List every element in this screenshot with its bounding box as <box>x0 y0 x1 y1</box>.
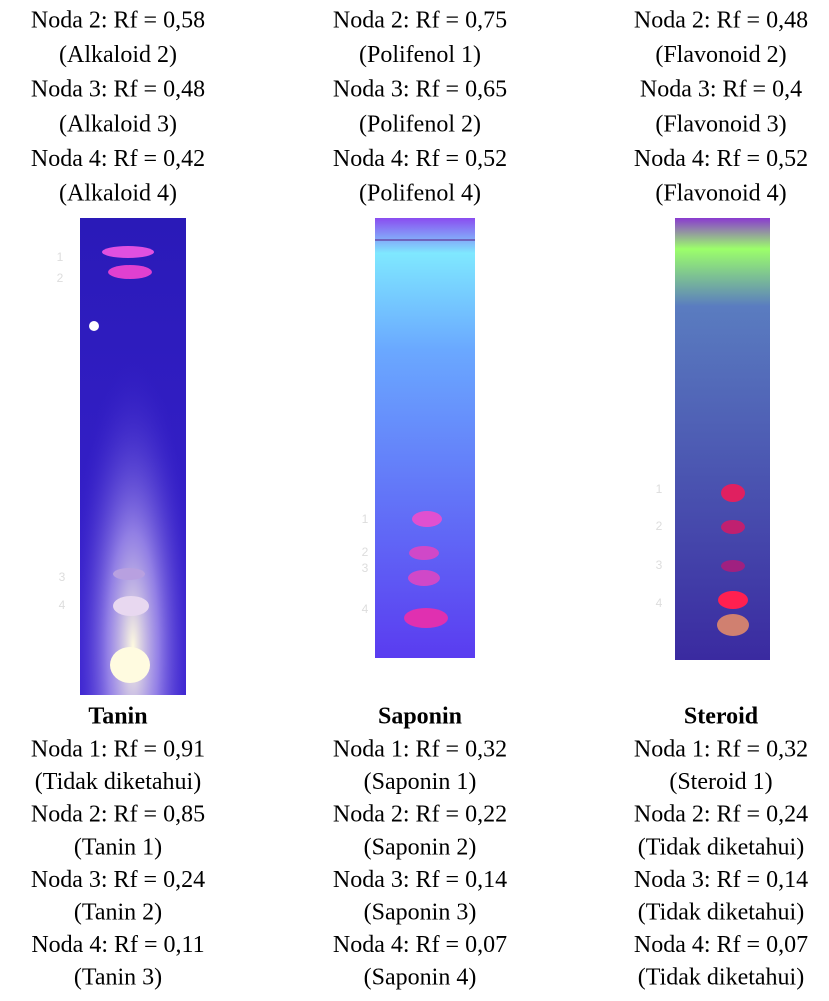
bottom-line: Noda 3: Rf = 0,14 <box>634 867 808 893</box>
top-line: (Flavonoid 2) <box>655 42 786 68</box>
plate-label: 3 <box>656 558 663 572</box>
bottom-line: (Saponin 1) <box>364 769 477 795</box>
bottom-line: Noda 4: Rf = 0,07 <box>634 932 808 958</box>
bottom-line: Noda 1: Rf = 0,32 <box>634 737 808 763</box>
plate-steroid <box>675 218 770 660</box>
bottom-line: (Tidak diketahui) <box>35 769 201 795</box>
bottom-line: Noda 1: Rf = 0,32 <box>333 737 507 763</box>
bottom-line: (Saponin 2) <box>364 834 477 860</box>
plate-label: 4 <box>59 598 66 612</box>
plate-label: 4 <box>362 602 369 616</box>
top-line: (Polifenol 1) <box>359 42 481 68</box>
top-line: Noda 2: Rf = 0,75 <box>333 8 507 34</box>
top-line: Noda 3: Rf = 0,4 <box>640 77 802 103</box>
bottom-line: Noda 2: Rf = 0,85 <box>31 802 205 828</box>
bottom-line: (Tanin 3) <box>74 965 162 991</box>
plate-label: 1 <box>57 250 64 264</box>
bottom-line: (Saponin 3) <box>364 900 477 926</box>
bottom-line: (Tanin 1) <box>74 834 162 860</box>
bottom-line: Noda 3: Rf = 0,14 <box>333 867 507 893</box>
top-line: (Flavonoid 4) <box>655 181 786 207</box>
bottom-line: (Tidak diketahui) <box>638 965 804 991</box>
top-line: (Flavonoid 3) <box>655 111 786 137</box>
plate-label: 2 <box>57 271 64 285</box>
plate-label: 3 <box>362 561 369 575</box>
plate-label: 1 <box>656 482 663 496</box>
bottom-line: (Saponin 4) <box>364 965 477 991</box>
plate-tanin <box>80 218 186 695</box>
plate-label: 3 <box>59 570 66 584</box>
top-line: Noda 4: Rf = 0,52 <box>333 146 507 172</box>
top-line: Noda 2: Rf = 0,48 <box>634 8 808 34</box>
top-line: (Polifenol 4) <box>359 181 481 207</box>
top-line: (Alkaloid 2) <box>59 42 177 68</box>
bottom-line: Noda 1: Rf = 0,91 <box>31 737 205 763</box>
top-line: Noda 4: Rf = 0,52 <box>634 146 808 172</box>
top-line: Noda 4: Rf = 0,42 <box>31 146 205 172</box>
bottom-line: Noda 4: Rf = 0,11 <box>31 932 204 958</box>
plate-label: 1 <box>362 512 369 526</box>
plate-label: 2 <box>362 545 369 559</box>
plate-label: 2 <box>656 519 663 533</box>
bottom-line: Noda 4: Rf = 0,07 <box>333 932 507 958</box>
top-line: Noda 2: Rf = 0,58 <box>31 8 205 34</box>
bottom-line: (Tidak diketahui) <box>638 834 804 860</box>
bottom-line: (Tanin 2) <box>74 900 162 926</box>
top-line: Noda 3: Rf = 0,65 <box>333 77 507 103</box>
top-line: (Polifenol 2) <box>359 111 481 137</box>
column-title: Steroid <box>684 704 759 730</box>
bottom-line: Noda 3: Rf = 0,24 <box>31 867 205 893</box>
column-title: Tanin <box>88 704 147 730</box>
top-line: Noda 3: Rf = 0,48 <box>31 77 205 103</box>
top-line: (Alkaloid 3) <box>59 111 177 137</box>
plate-saponin <box>375 218 475 658</box>
bottom-line: Noda 2: Rf = 0,22 <box>333 802 507 828</box>
column-title: Saponin <box>378 704 462 730</box>
bottom-line: (Steroid 1) <box>669 769 772 795</box>
bottom-line: (Tidak diketahui) <box>638 900 804 926</box>
bottom-line: Noda 2: Rf = 0,24 <box>634 802 808 828</box>
plate-label: 4 <box>656 596 663 610</box>
top-line: (Alkaloid 4) <box>59 181 177 207</box>
